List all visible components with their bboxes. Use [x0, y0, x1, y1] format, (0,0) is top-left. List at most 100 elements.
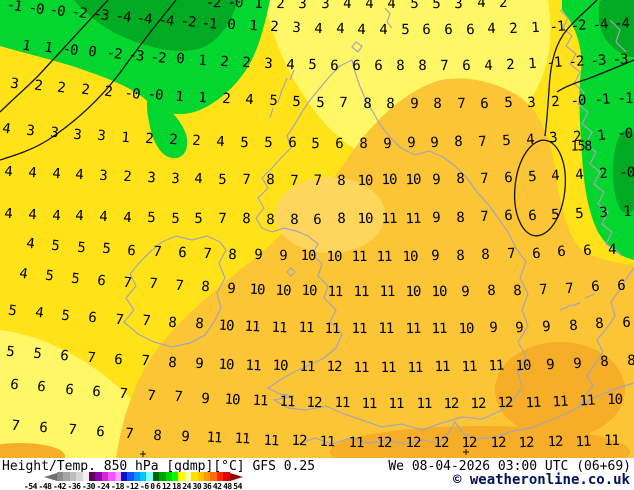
temperature-value: 9	[382, 135, 391, 152]
temperature-value: 7	[218, 211, 227, 228]
scale-label: -6	[140, 482, 149, 490]
temperature-value: 4	[3, 163, 13, 181]
scale-label: 30	[192, 482, 202, 490]
temperature-value: 11	[404, 321, 421, 338]
temperature-value: 3	[146, 169, 155, 187]
temperature-value: 3	[598, 204, 608, 222]
coastline-orkney	[351, 41, 363, 53]
temperature-value: 0	[175, 50, 185, 68]
temperature-value: 8	[568, 317, 577, 334]
temperature-value: 6	[503, 208, 512, 225]
temperature-value: 0	[226, 16, 236, 34]
coastline-france-channel	[297, 382, 634, 445]
coastline-hebrides	[269, 69, 295, 119]
temperature-value: 10	[249, 281, 265, 299]
temperature-value: 8	[359, 135, 367, 152]
temperature-value: 8	[396, 58, 404, 75]
temperature-value: 9	[194, 355, 204, 373]
temperature-value: 2	[103, 83, 113, 101]
scale-cell	[203, 472, 211, 481]
temperature-value: 3	[454, 0, 463, 12]
green-tongue-nw	[146, 96, 188, 159]
temperature-value: 4	[574, 167, 584, 184]
temperature-value: 5	[307, 57, 317, 74]
temperature-value: 8	[242, 211, 250, 228]
temperature-value: 4	[476, 0, 485, 12]
temperature-value: 4	[387, 0, 396, 13]
contour-ellipse	[513, 139, 567, 237]
temperature-value: 8	[627, 353, 634, 369]
temperature-value: -0	[61, 41, 79, 60]
temperature-value: 4	[75, 167, 84, 184]
temperature-value: 4	[525, 131, 534, 148]
scale-arrow-right-icon	[229, 472, 243, 481]
temperature-value: 11	[319, 433, 336, 451]
temperature-value: 11	[378, 321, 394, 338]
coastline-ireland	[123, 235, 227, 348]
scale-cell	[127, 472, 134, 481]
temperature-value: 4	[313, 20, 322, 37]
scale-label: 36	[202, 482, 212, 490]
temperature-value: 5	[146, 210, 155, 227]
temperature-value: -0	[227, 0, 243, 12]
scale-label: -36	[67, 482, 81, 490]
temperature-value: 11	[353, 359, 369, 376]
temperature-value: 5	[101, 240, 111, 258]
temperature-value: 11	[416, 396, 431, 413]
temperature-value: 7	[456, 95, 465, 112]
temperature-value: 11	[244, 318, 261, 336]
scale-cell	[57, 472, 64, 481]
temperature-value: 9	[409, 95, 418, 112]
map-title: Height/Temp. 850 hPa [gdmp][°C] GFS 0.25	[2, 459, 316, 474]
temperature-value: 12	[376, 434, 392, 452]
scale-label: -54	[24, 482, 37, 490]
temperature-value: 7	[124, 425, 134, 443]
temperature-value: 6	[503, 169, 512, 187]
map-background-svg	[0, 0, 634, 458]
temperature-value: 10	[431, 283, 447, 301]
temperature-value: 8	[599, 354, 609, 371]
temperature-value: 5	[218, 171, 227, 188]
temperature-value: 11	[434, 359, 450, 376]
temperature-value: 11	[351, 248, 367, 265]
scale-cell	[146, 472, 153, 481]
temperature-value: 2	[505, 56, 515, 74]
temperature-value: 11	[524, 394, 541, 412]
temperature-value: 1	[248, 17, 257, 35]
temperature-value: 4	[357, 21, 366, 38]
temperature-value: 10	[357, 211, 373, 228]
temperature-value: 5	[409, 0, 418, 13]
scale-cell	[191, 472, 198, 481]
temperature-value: 5	[60, 307, 71, 325]
temperature-value: 1	[530, 19, 539, 37]
temperature-value: 9	[406, 135, 415, 152]
temperature-value: 10	[405, 284, 421, 301]
temperature-value: 11	[488, 358, 504, 375]
temperature-value: 8	[228, 246, 237, 263]
temperature-value: 11	[575, 433, 591, 451]
height-contours	[0, 0, 634, 237]
temperature-value: 11	[353, 284, 369, 301]
dark-green-patch-ne	[613, 130, 634, 214]
temperature-value: 11	[271, 319, 287, 336]
temperature-value: 11	[388, 395, 404, 413]
temperature-value: 7	[67, 421, 77, 439]
temperature-value: 9	[430, 134, 439, 152]
temperature-value: 3	[548, 130, 558, 147]
temperature-value: 3	[9, 75, 19, 93]
temperature-value: 12	[546, 434, 563, 451]
amber-region	[116, 78, 634, 458]
temperature-value: 10	[272, 358, 288, 375]
temperature-value: 8	[386, 95, 394, 112]
temperature-value: 11	[262, 432, 279, 449]
temperature-value: 6	[126, 242, 136, 259]
temperature-value: 6	[462, 57, 470, 75]
temperature-value: 8	[595, 316, 604, 333]
temperature-value: 10	[381, 172, 397, 189]
temperature-value: 0	[87, 44, 97, 61]
temperature-value: -4	[614, 16, 630, 32]
scale-label: -30	[82, 482, 95, 490]
temperature-value: 6	[313, 211, 322, 228]
temperature-value: 11	[361, 395, 377, 412]
